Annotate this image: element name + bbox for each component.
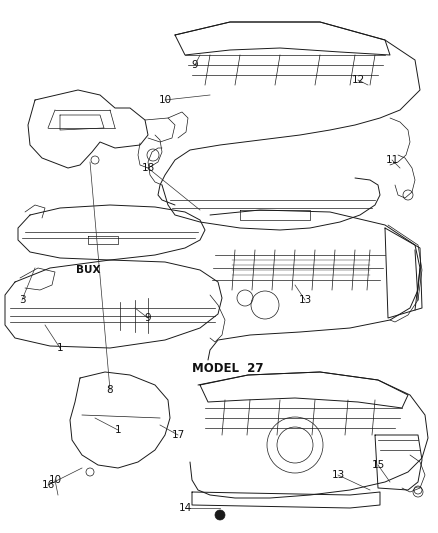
Text: 18: 18: [141, 163, 155, 173]
Text: 17: 17: [171, 430, 185, 440]
Text: 1: 1: [115, 425, 121, 435]
Text: 1: 1: [57, 343, 64, 353]
Text: 9: 9: [145, 313, 151, 323]
Text: 12: 12: [351, 75, 364, 85]
Text: 3: 3: [19, 295, 25, 305]
Text: 10: 10: [159, 95, 172, 105]
Circle shape: [215, 510, 225, 520]
Text: BUX: BUX: [76, 265, 100, 275]
Text: 9: 9: [192, 60, 198, 70]
Text: 13: 13: [298, 295, 311, 305]
Text: 13: 13: [332, 470, 345, 480]
Text: MODEL  27: MODEL 27: [192, 361, 264, 375]
Text: 16: 16: [41, 480, 55, 490]
Text: 11: 11: [385, 155, 399, 165]
Text: 14: 14: [178, 503, 192, 513]
Text: 8: 8: [107, 385, 113, 395]
Text: 15: 15: [371, 460, 385, 470]
Text: 10: 10: [49, 475, 62, 485]
